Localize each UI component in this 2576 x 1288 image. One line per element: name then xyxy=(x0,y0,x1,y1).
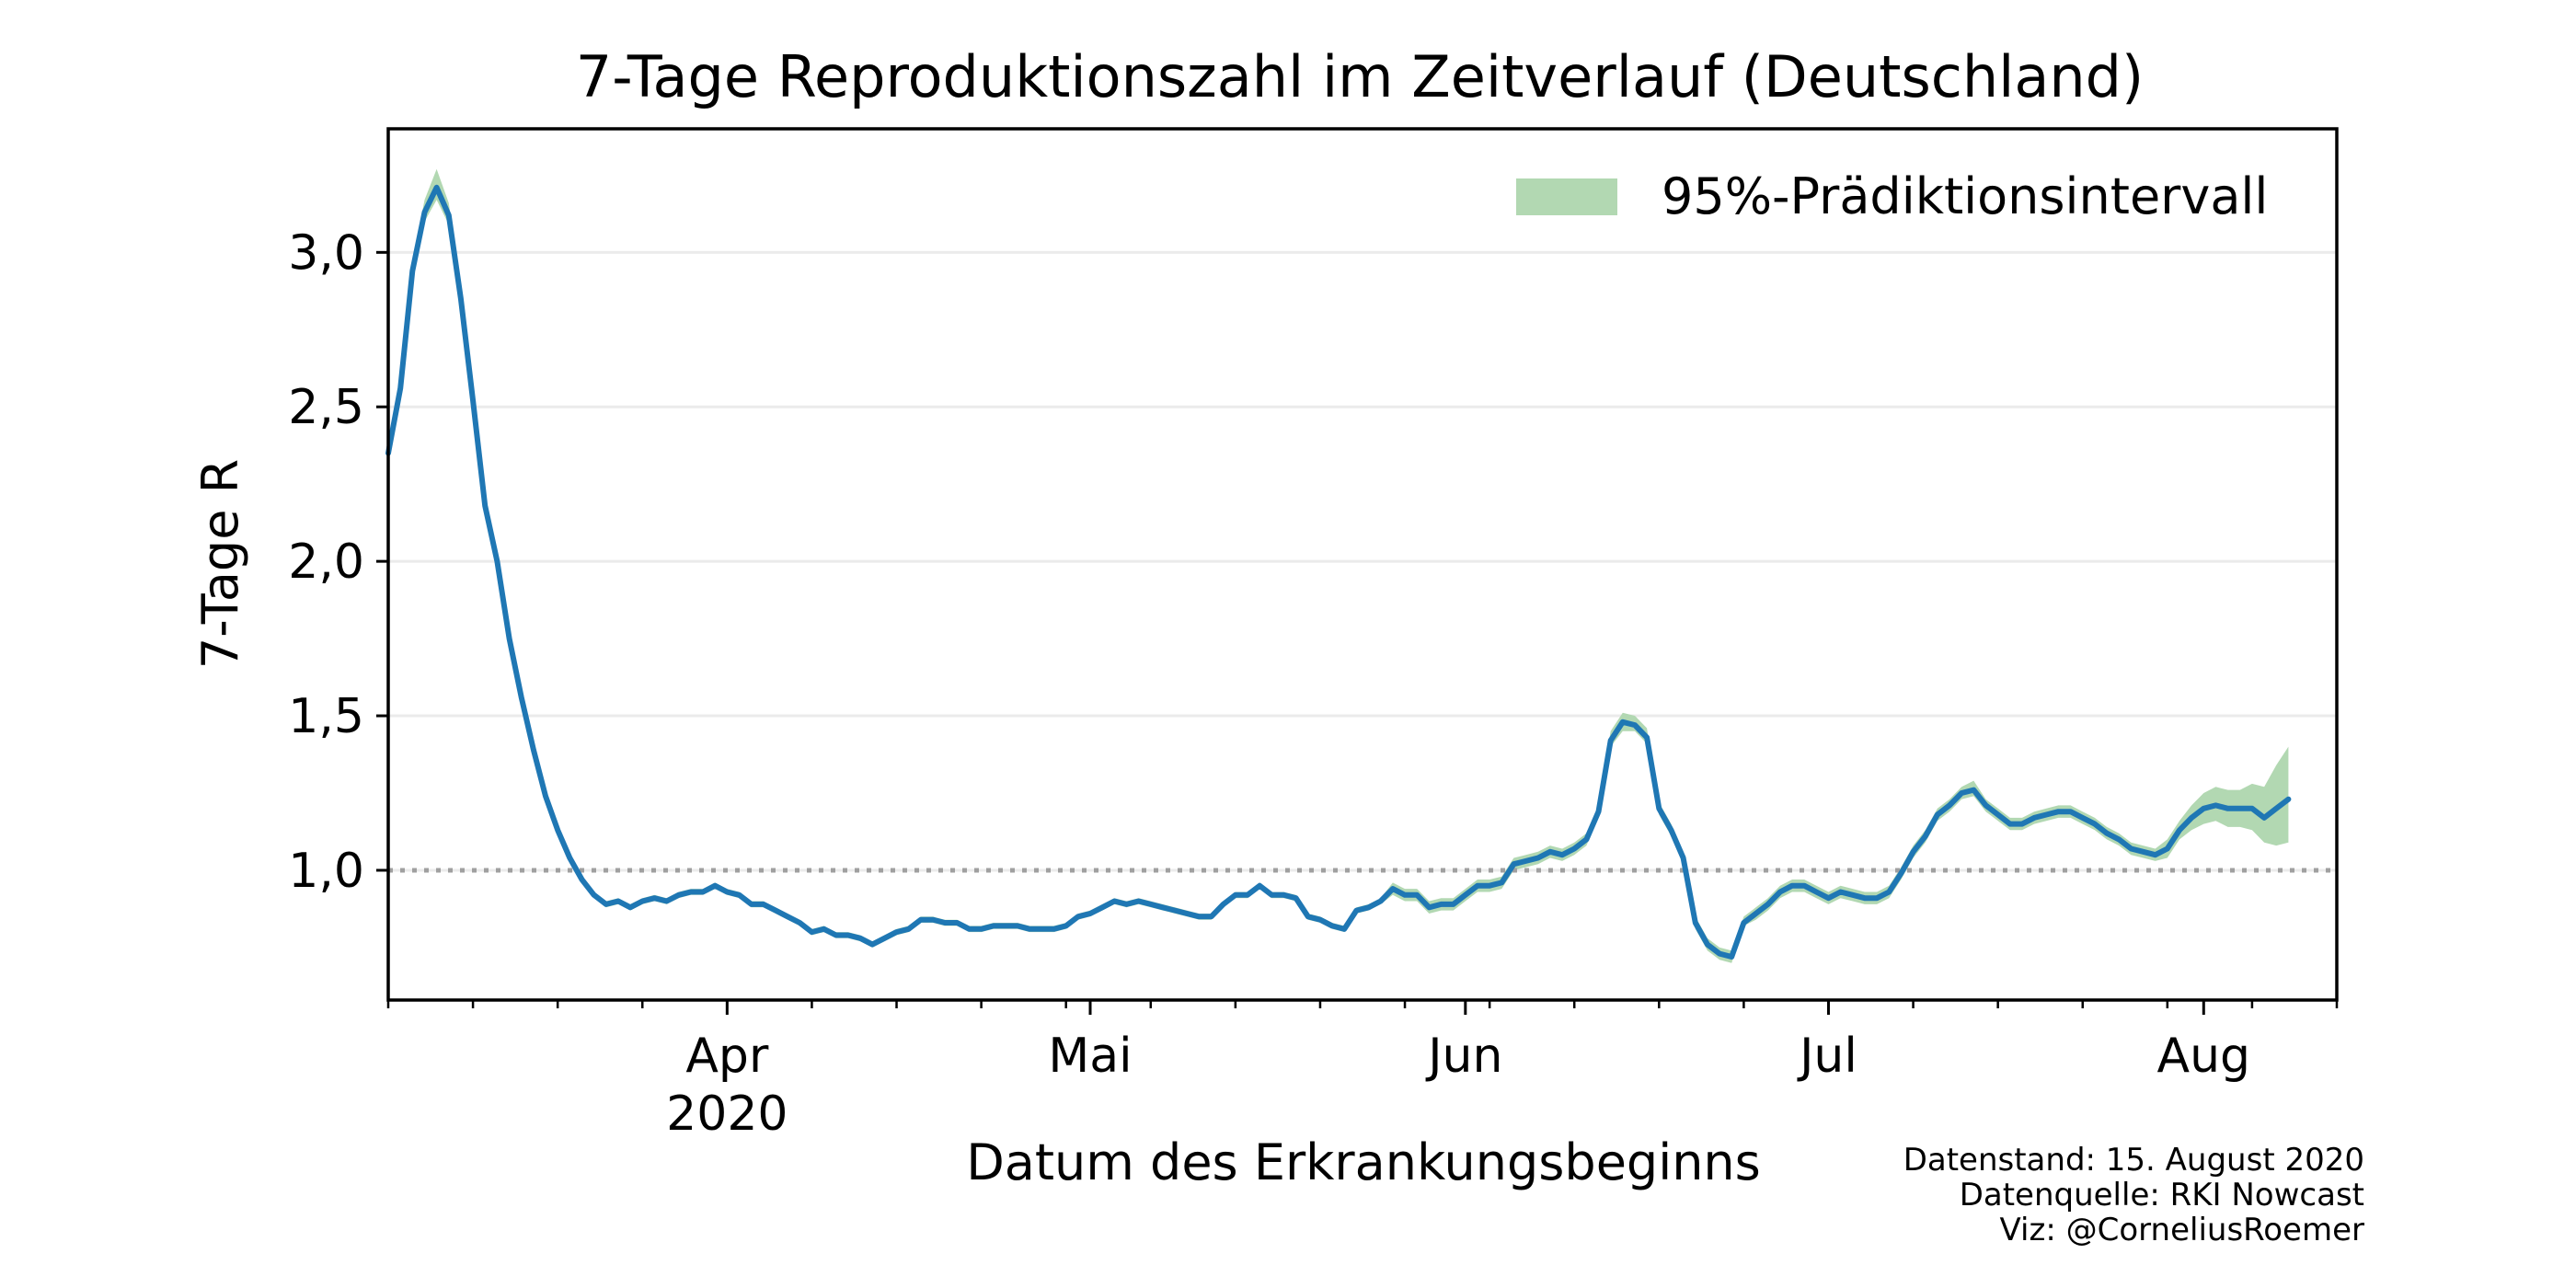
footer-data-source: Datenquelle: RKI Nowcast xyxy=(1960,1177,2364,1213)
y-axis: 1,0 1,5 2,0 2,5 3,0 xyxy=(288,225,388,899)
legend-label-prediction-interval: 95%-Prädiktionsintervall xyxy=(1662,167,2268,225)
footer-viz-credit: Viz: @CorneliusRoemer xyxy=(2000,1212,2364,1248)
footer-data-date: Datenstand: 15. August 2020 xyxy=(1903,1142,2364,1179)
r-series-line xyxy=(385,184,2292,960)
source-footer: Datenstand: 15. August 2020 Datenquelle:… xyxy=(1903,1142,2364,1248)
y-tick-label: 2,0 xyxy=(288,535,364,590)
x-tick-label: Apr xyxy=(685,1029,769,1084)
x-tick-label: Aug xyxy=(2157,1029,2251,1084)
plot-frame xyxy=(386,127,2339,1002)
legend-swatch-prediction-interval xyxy=(1516,178,1617,215)
y-tick-label: 3,0 xyxy=(288,225,364,281)
y-tick-label: 1,0 xyxy=(288,844,364,899)
x-axis-label: Datum des Erkrankungsbeginns xyxy=(966,1133,1761,1191)
x-tick-label: Jul xyxy=(1797,1029,1857,1084)
y-tick-label: 2,5 xyxy=(288,380,364,435)
r-series-layer xyxy=(385,184,2292,960)
x-tick-label: Jun xyxy=(1425,1029,1502,1084)
chart-title: 7-Tage Reproduktionszahl im Zeitverlauf … xyxy=(576,43,2144,110)
x-tick-label: Mai xyxy=(1048,1029,1132,1084)
x-tick-sublabel: 2020 xyxy=(666,1087,788,1142)
legend: 95%-Prädiktionsintervall xyxy=(1516,167,2268,225)
y-axis-label: 7-Tage R xyxy=(191,459,249,669)
y-tick-label: 1,5 xyxy=(288,689,364,744)
